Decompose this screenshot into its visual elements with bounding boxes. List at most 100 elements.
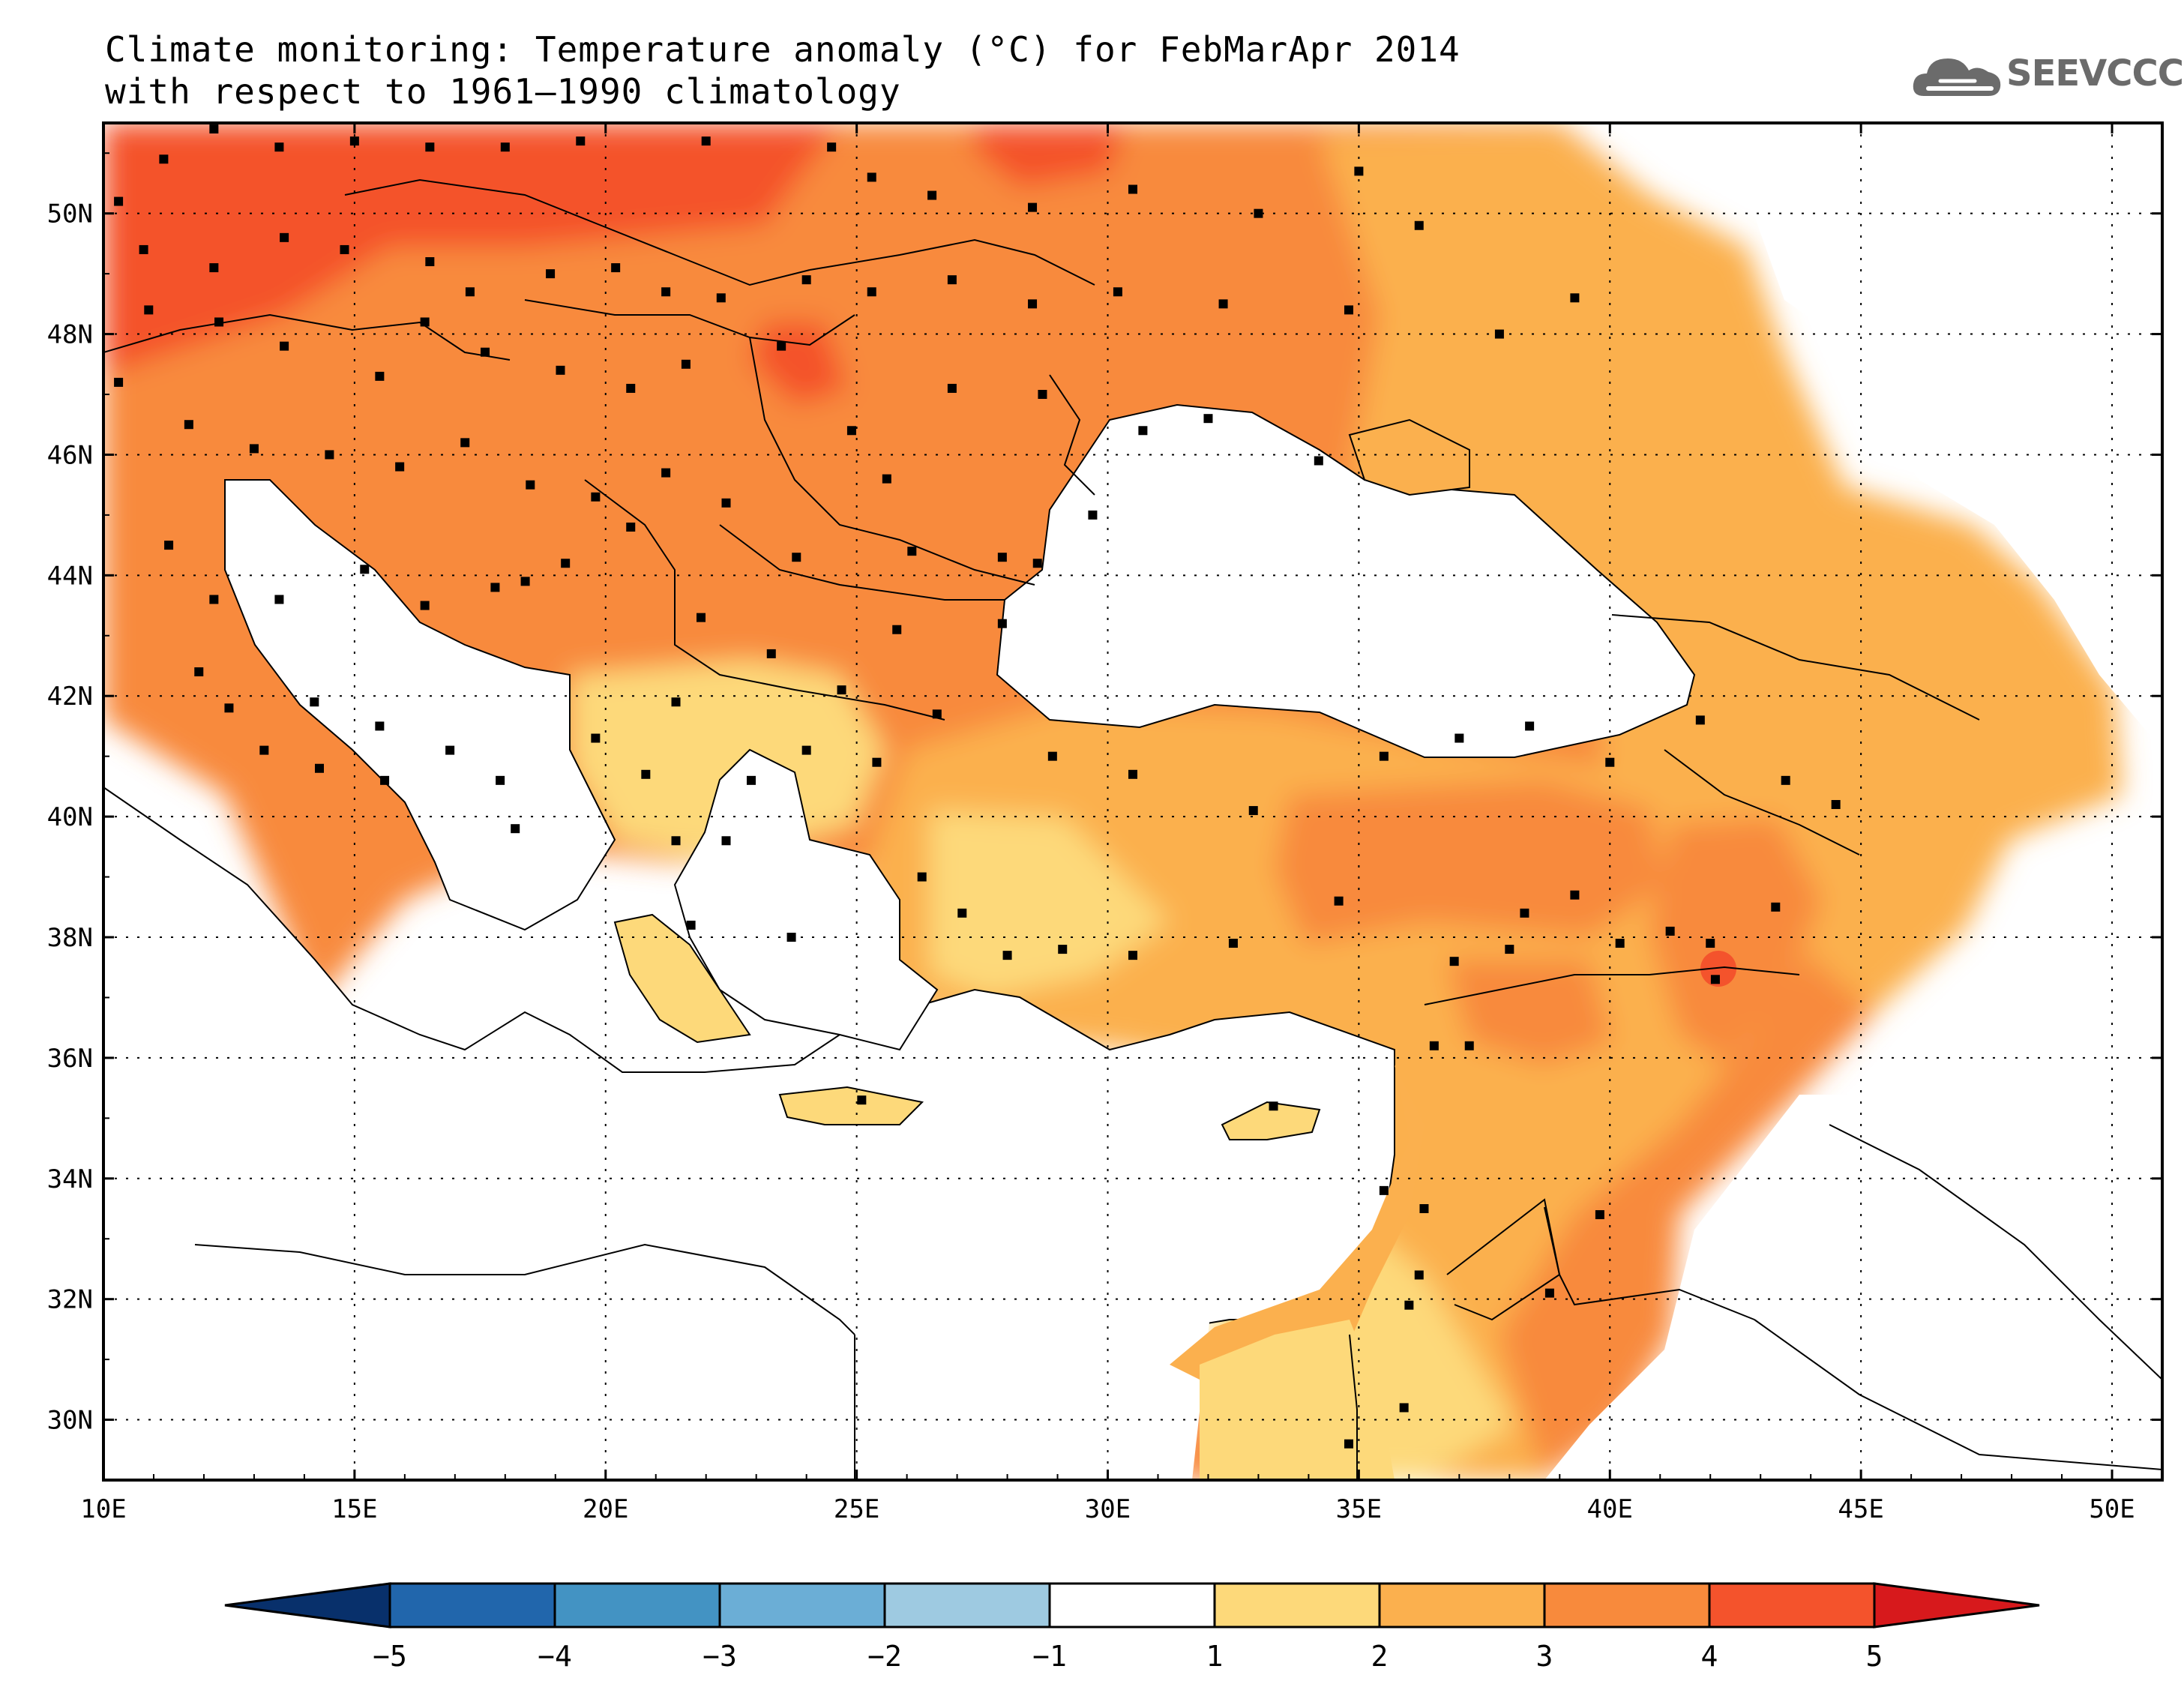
- station-marker: [997, 619, 1007, 628]
- border-serbia: [584, 479, 945, 721]
- station-marker: [209, 263, 219, 273]
- station-marker: [481, 347, 490, 357]
- border-hungary: [524, 299, 855, 346]
- colorbar-segment: [388, 1582, 556, 1629]
- station-marker: [932, 709, 942, 719]
- station-marker: [882, 474, 891, 484]
- x-tick-label: 40E: [1587, 1494, 1633, 1524]
- station-marker: [681, 359, 691, 369]
- station-marker: [224, 703, 234, 713]
- station-marker: [671, 697, 681, 707]
- border-ukraine: [809, 238, 1095, 286]
- station-marker: [1449, 957, 1459, 966]
- station-marker: [827, 142, 837, 152]
- colorbar-segment: [883, 1582, 1051, 1629]
- map-title: Climate monitoring: Temperature anomaly …: [105, 28, 1460, 112]
- station-marker: [209, 124, 219, 134]
- station-marker: [194, 667, 204, 677]
- station-marker: [1113, 287, 1122, 297]
- station-marker: [721, 836, 731, 846]
- station-marker: [1706, 939, 1715, 948]
- station-marker: [997, 553, 1007, 562]
- y-tick-label: 42N: [47, 682, 93, 712]
- x-tick-label: 25E: [834, 1494, 879, 1524]
- colorbar-segment: [1708, 1582, 1876, 1629]
- border-romania: [749, 337, 1035, 586]
- station-marker: [1047, 751, 1057, 761]
- station-marker: [947, 383, 957, 393]
- colorbar-label: −5: [373, 1640, 407, 1673]
- colorbar-label: −3: [703, 1640, 737, 1673]
- station-marker: [1505, 945, 1514, 954]
- station-marker: [139, 244, 148, 254]
- station-marker: [310, 697, 319, 707]
- x-tick-label: 50E: [2089, 1494, 2135, 1524]
- station-marker: [641, 769, 651, 779]
- station-marker: [1665, 926, 1675, 936]
- colorbar-segment: [1213, 1582, 1381, 1629]
- station-marker: [490, 583, 500, 592]
- region-4-5-belarus: [975, 123, 1125, 187]
- station-markers: [114, 124, 1841, 1449]
- aegean-sea: [673, 748, 939, 1051]
- region-3-4-southeast: [1649, 817, 1822, 1065]
- station-marker: [1002, 951, 1012, 960]
- station-marker: [1414, 1270, 1424, 1280]
- station-marker: [1464, 1041, 1474, 1050]
- station-marker: [1248, 806, 1258, 816]
- border-czech: [344, 178, 810, 286]
- region-1-2-greece: [570, 660, 885, 862]
- crimea: [1348, 418, 1470, 496]
- x-tick-label: 45E: [1838, 1494, 1883, 1524]
- border-georgia: [1664, 749, 1860, 855]
- border-israel-jordan: [1349, 1334, 1358, 1480]
- colorbar-label: 3: [1536, 1640, 1553, 1673]
- station-marker: [661, 287, 671, 297]
- station-marker: [1128, 951, 1137, 960]
- x-tick-label: 30E: [1085, 1494, 1131, 1524]
- station-marker: [1414, 220, 1424, 230]
- station-marker: [340, 244, 349, 254]
- y-tick-label: 40N: [47, 802, 93, 832]
- station-marker: [1344, 1439, 1353, 1449]
- station-marker: [766, 649, 776, 658]
- cloud-icon: [1913, 58, 2001, 96]
- station-marker: [1028, 299, 1038, 309]
- station-marker: [661, 468, 671, 478]
- colorbar-label: −1: [1032, 1640, 1067, 1673]
- station-marker: [1595, 1210, 1604, 1220]
- border-libya: [194, 1243, 855, 1335]
- crete: [778, 1086, 924, 1125]
- station-marker: [1254, 208, 1263, 218]
- station-marker: [496, 775, 505, 785]
- station-marker: [561, 559, 571, 568]
- adriatic-sea: [224, 479, 616, 931]
- y-tick-label: 48N: [47, 320, 93, 350]
- station-marker: [626, 383, 636, 393]
- region-1-2-west-turkey: [930, 810, 1170, 997]
- station-marker: [1379, 1185, 1389, 1195]
- border-jordan: [1446, 1198, 1561, 1321]
- station-marker: [846, 426, 856, 436]
- region-4-5-north: [103, 123, 840, 375]
- station-marker: [777, 341, 786, 351]
- map-frame: [102, 121, 2164, 1482]
- station-marker: [1399, 1403, 1409, 1413]
- colorbar-segment: [1048, 1582, 1216, 1629]
- y-tick-label: 46N: [47, 440, 93, 470]
- station-marker: [184, 420, 193, 430]
- station-marker: [907, 547, 917, 556]
- station-marker: [1269, 1101, 1278, 1111]
- station-marker: [249, 444, 259, 454]
- station-marker: [214, 317, 224, 327]
- station-marker: [1544, 1288, 1554, 1298]
- station-marker: [671, 836, 681, 846]
- station-marker: [1695, 715, 1705, 725]
- station-marker: [576, 136, 586, 146]
- station-marker: [701, 136, 711, 146]
- station-marker: [1570, 293, 1580, 303]
- grid-lines: [103, 123, 2162, 1480]
- station-marker: [1128, 769, 1137, 779]
- colorbar-segment: [553, 1582, 721, 1629]
